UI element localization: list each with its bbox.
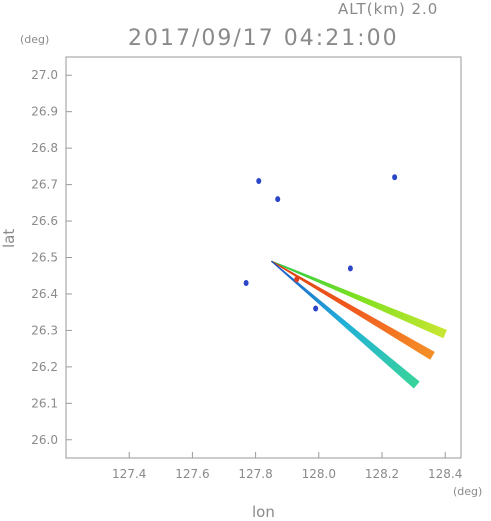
- plot-frame: [65, 56, 462, 459]
- altitude-label: ALT(km) 2.0: [338, 0, 439, 18]
- echo-blob: [313, 305, 319, 312]
- y-tick-label: 26.9: [31, 105, 58, 119]
- echo-beam: [271, 260, 420, 389]
- y-tick-label: 26.5: [31, 251, 58, 265]
- y-tick-label: 26.7: [31, 178, 58, 192]
- echo-beam: [271, 260, 447, 339]
- echo-blob: [243, 280, 249, 287]
- x-tick-label: 127.6: [175, 467, 209, 481]
- echo-beam: [271, 260, 435, 360]
- y-axis-unit: (deg): [20, 33, 50, 46]
- y-tick-label: 26.2: [31, 360, 58, 374]
- x-tick-label: 128.2: [365, 467, 399, 481]
- echo-blob: [256, 177, 262, 184]
- echo-blob: [392, 174, 398, 181]
- y-tick-label: 27.0: [31, 68, 58, 82]
- y-tick-label: 26.0: [31, 433, 58, 447]
- x-tick-label: 127.8: [238, 467, 272, 481]
- x-tick-label: 128.4: [428, 467, 462, 481]
- y-tick-label: 26.6: [31, 214, 58, 228]
- y-tick-label: 26.3: [31, 323, 58, 337]
- echo-blob: [294, 276, 300, 283]
- datetime-title: 2017/09/17 04:21:00: [128, 26, 399, 51]
- x-axis-label: lon: [252, 503, 275, 521]
- x-tick-label: 128.0: [302, 467, 336, 481]
- y-tick-label: 26.8: [31, 141, 58, 155]
- echo-blob: [347, 265, 353, 272]
- y-tick-label: 26.4: [31, 287, 58, 301]
- x-axis-unit: (deg): [453, 485, 483, 498]
- x-tick-label: 127.4: [112, 467, 146, 481]
- y-tick-label: 26.1: [31, 396, 58, 410]
- echo-blob: [275, 196, 281, 203]
